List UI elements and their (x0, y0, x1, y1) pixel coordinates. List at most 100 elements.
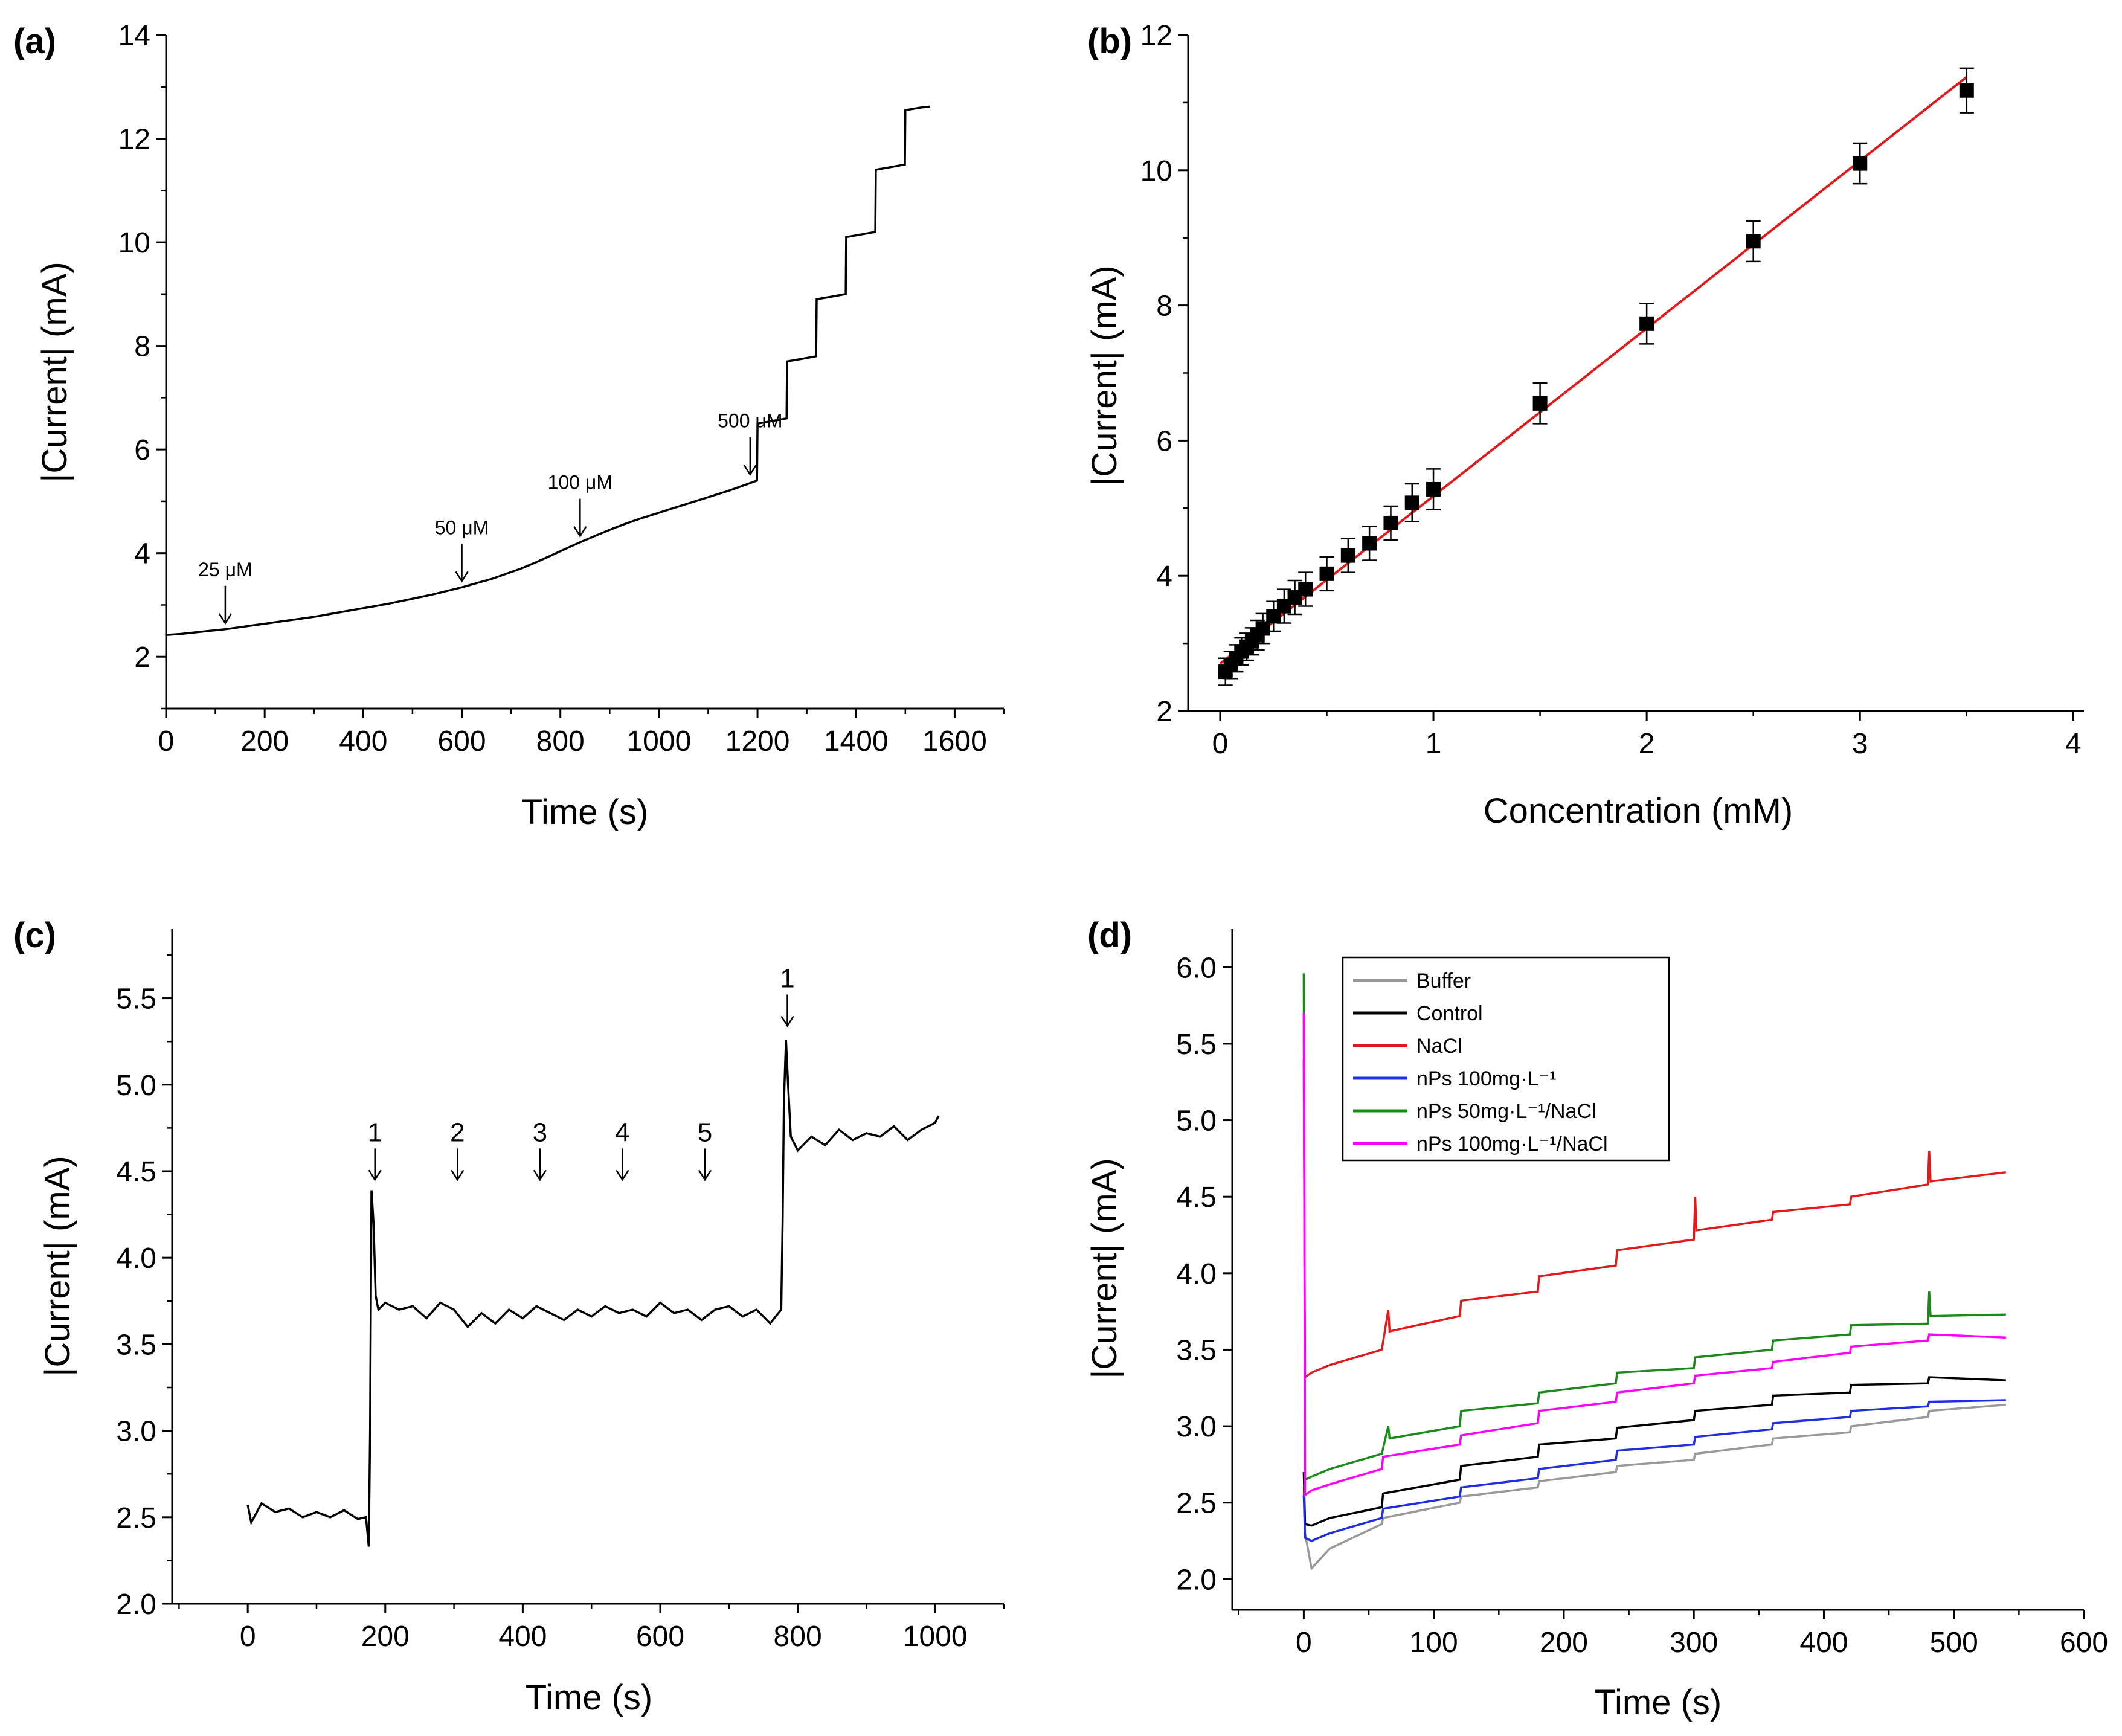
x-tick-label: 600 (437, 725, 486, 757)
annotation-arrowhead (451, 1169, 465, 1181)
panel-d: (d) 0 100 200 300 400 500 600 2.0 2.5 3.0 3.5 4.0 4.… (1085, 916, 2108, 1722)
x-tick-label: 1000 (903, 1621, 968, 1653)
y-tick-label: 6 (134, 434, 150, 466)
y-tick-label: 4.0 (116, 1243, 156, 1275)
data-point (1298, 582, 1313, 597)
panel-b-fit-line (1219, 76, 1968, 665)
annotation-label: 4 (615, 1117, 629, 1147)
data-point (1340, 548, 1355, 563)
panel-c: (c) 0 200 400 600 800 1000 2.0 2.5 3.0 3.5 4.0 4.5 5… (13, 916, 1005, 1717)
annotation-arrowhead (455, 571, 469, 583)
data-point (1639, 316, 1654, 331)
panel-a-ticks: 0 200 400 600 800 1000 1200 1400 1600 2 4 6 8 10 12 14 (118, 20, 1005, 757)
series-line-1 (1302, 1403, 2006, 1571)
data-point (1746, 234, 1761, 249)
series-line-4 (1302, 1399, 2006, 1542)
series-line-3 (1302, 1059, 2007, 1380)
panel-c-ticks: 0 200 400 600 800 1000 2.0 2.5 3.0 3.5 4.0 4.5 5.0 5.… (116, 954, 1005, 1653)
annotation-arrowhead (616, 1169, 629, 1181)
annotation-arrowhead (573, 526, 587, 538)
panel-b-points (1218, 67, 1974, 686)
y-tick-label: 3.0 (116, 1416, 156, 1448)
y-tick-label: 5.0 (1176, 1105, 1217, 1137)
panel-c-label: (c) (13, 916, 56, 955)
series-line-5 (1302, 973, 2006, 1482)
annotation-label: 3 (533, 1117, 547, 1147)
y-tick-label: 12 (1140, 20, 1172, 52)
x-tick-label: 800 (774, 1621, 822, 1653)
panel-b-xlabel: Concentration (mM) (1484, 791, 1793, 831)
panel-d-label: (d) (1087, 916, 1132, 955)
data-point (1853, 156, 1868, 171)
x-tick-label: 200 (1540, 1627, 1588, 1659)
x-tick-label: 100 (1410, 1627, 1458, 1659)
data-point (1383, 515, 1398, 530)
panel-d-series-lines (1302, 973, 2007, 1571)
x-tick-label: 0 (240, 1621, 256, 1653)
y-tick-label: 2 (1156, 696, 1172, 728)
x-tick-label: 600 (2060, 1627, 2108, 1659)
series-line-amperometric-response (166, 105, 930, 636)
x-tick-label: 0 (1296, 1627, 1312, 1659)
y-tick-label: 14 (118, 20, 150, 52)
y-tick-label: 3.5 (1176, 1334, 1217, 1366)
annotation-label: 1 (367, 1117, 382, 1147)
y-tick-label: 5.5 (1176, 1029, 1217, 1061)
x-tick-label: 500 (1930, 1627, 1978, 1659)
x-tick-label: 400 (498, 1621, 547, 1653)
y-tick-label: 2 (134, 641, 150, 674)
x-tick-label: 800 (536, 725, 585, 757)
annotation-label: 50 μM (435, 516, 489, 538)
y-tick-label: 6.0 (1176, 952, 1217, 984)
y-tick-label: 4 (134, 538, 150, 570)
data-point (1532, 396, 1548, 411)
y-tick-label: 2.5 (116, 1502, 156, 1534)
data-point (1319, 566, 1334, 581)
x-tick-label: 200 (361, 1621, 410, 1653)
x-tick-label: 1200 (725, 725, 790, 757)
y-tick-label: 4.5 (1176, 1181, 1217, 1214)
y-tick-label: 10 (118, 227, 150, 259)
y-tick-label: 5.5 (116, 983, 156, 1015)
y-tick-label: 3.0 (1176, 1411, 1217, 1443)
y-tick-label: 12 (118, 124, 150, 156)
annotation-arrowhead (218, 613, 232, 625)
annotation-arrowhead (368, 1169, 382, 1181)
panel-d-legend: Buffer Control NaCl nPs 100mg·L⁻¹ nPs 50mg·L… (1342, 956, 1670, 1162)
legend-entry: nPs 50mg·L⁻¹/NaCl (1416, 1100, 1596, 1123)
panel-c-annotations: 1 2 3 4 5 1 (367, 963, 795, 1181)
x-tick-label: 300 (1670, 1627, 1718, 1659)
x-tick-label: 0 (158, 725, 175, 757)
x-tick-label: 0 (1212, 728, 1229, 760)
panel-b-label: (b) (1087, 22, 1132, 61)
x-tick-label: 1 (1426, 728, 1442, 760)
annotation-label: 5 (698, 1117, 712, 1147)
y-tick-label: 2.5 (1176, 1488, 1217, 1520)
annotation-arrowhead (743, 464, 757, 476)
x-tick-label: 1600 (922, 725, 987, 757)
data-point (1959, 83, 1974, 98)
x-tick-label: 3 (1852, 728, 1868, 760)
annotation-label: 2 (450, 1117, 465, 1147)
y-tick-label: 2.0 (116, 1589, 156, 1621)
y-tick-label: 4.5 (116, 1156, 156, 1188)
annotation-arrowhead (698, 1169, 712, 1181)
legend-entry: NaCl (1416, 1035, 1462, 1058)
series-line-interference-test (246, 1040, 940, 1547)
annotation-label: 100 μM (548, 472, 612, 493)
annotation-label: 1 (780, 963, 794, 993)
y-tick-label: 8 (1156, 291, 1172, 323)
annotation-label: 25 μM (198, 559, 252, 580)
legend-entry: Control (1416, 1002, 1483, 1025)
x-tick-label: 400 (1799, 1627, 1848, 1659)
panel-d-ticks: 0 100 200 300 400 500 600 2.0 2.5 3.0 3.5 4.0 4.5 5.0… (1176, 952, 2108, 1659)
data-point (1426, 481, 1441, 497)
y-tick-label: 4 (1156, 561, 1172, 593)
x-tick-label: 200 (240, 725, 289, 757)
panel-d-xlabel: Time (s) (1595, 1683, 1722, 1722)
panel-a-xlabel: Time (s) (521, 792, 648, 832)
